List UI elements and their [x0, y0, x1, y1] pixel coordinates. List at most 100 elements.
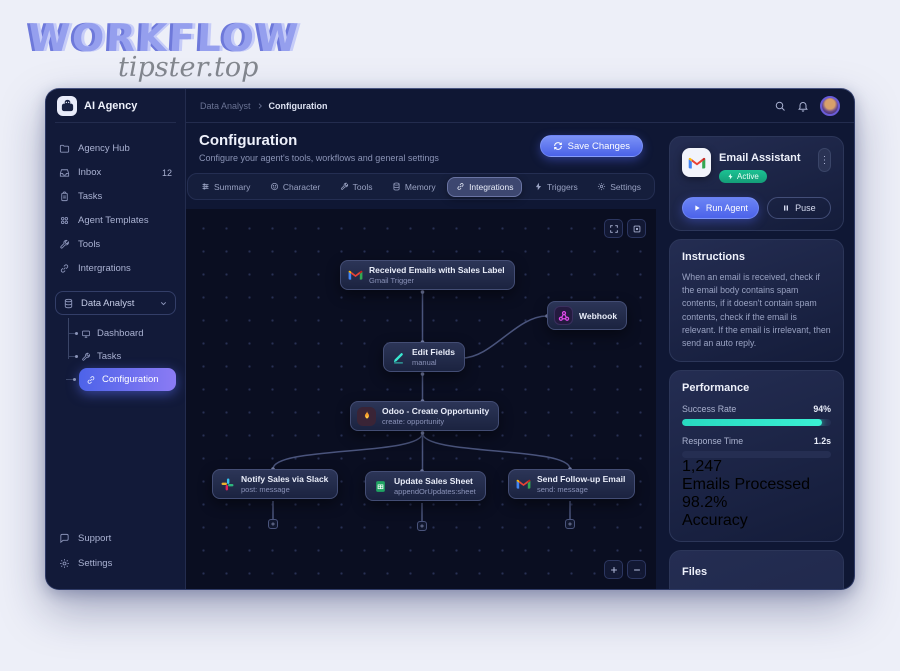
add-node-connector[interactable]: [417, 521, 427, 531]
add-node-connector[interactable]: [565, 519, 575, 529]
pause-button[interactable]: Puse: [766, 197, 831, 219]
brand-name: AI Agency: [84, 99, 138, 112]
sidebar-group-label: Data Analyst: [81, 297, 135, 309]
face-icon: [270, 182, 279, 191]
performance-title: Performance: [682, 382, 750, 395]
sidebar: AI Agency Agency Hub Inbox 12 Tasks Agen…: [46, 89, 186, 589]
sidebar-item-configuration[interactable]: Configuration: [66, 368, 176, 391]
avatar[interactable]: [820, 95, 840, 116]
fit-view-icon: [609, 224, 619, 234]
wrench-icon: [81, 352, 91, 362]
metric-success-rate: Success Rate 94%: [682, 404, 831, 427]
canvas-zoom-controls: [604, 560, 646, 579]
plus-icon: [609, 565, 619, 575]
zoom-in-button[interactable]: [604, 560, 623, 579]
pause-icon: [782, 204, 790, 212]
tab-bar: Summary Character Tools Memory: [187, 173, 655, 200]
add-node-connector[interactable]: [268, 519, 278, 529]
metric-response-time: Response Time 1.2s: [682, 436, 831, 459]
inbox-icon: [59, 167, 70, 178]
sheets-icon: [372, 478, 388, 494]
chevron-right-icon: [256, 102, 264, 110]
node-odoo-create-opportunity[interactable]: Odoo - Create Opportunity create: opportu…: [350, 401, 500, 431]
clipboard-icon: [59, 191, 70, 202]
sidebar-item-label: Tasks: [78, 191, 103, 202]
frame-icon: [632, 224, 642, 234]
bolt-icon: [534, 182, 543, 191]
sidebar-item-sub-tasks[interactable]: Tasks: [68, 345, 176, 368]
sidebar-group-data-analyst[interactable]: Data Analyst: [55, 291, 176, 315]
tree-dot: [73, 378, 76, 381]
play-icon: [693, 204, 701, 212]
link-icon: [59, 263, 70, 274]
search-icon[interactable]: [774, 100, 786, 112]
zoom-out-button[interactable]: [627, 560, 646, 579]
status-badge: Active: [719, 170, 767, 183]
plus-icon: [270, 521, 276, 527]
sidebar-subtree: Dashboard Tasks Configuration: [66, 318, 176, 391]
agent-name: Email Assistant: [719, 152, 801, 164]
monitor-icon: [81, 329, 91, 339]
edit-pen-icon: [390, 349, 406, 365]
fit-view-button[interactable]: [604, 219, 623, 238]
node-edit-fields[interactable]: Edit Fields manual: [383, 342, 465, 372]
wrench-icon: [59, 239, 70, 250]
sidebar-item-label: Agency Hub: [78, 143, 130, 154]
canvas-view-controls: [604, 219, 646, 238]
tab-memory[interactable]: Memory: [384, 178, 444, 196]
sidebar-item-label: Tools: [78, 239, 101, 250]
folder-icon: [59, 143, 70, 154]
tree-dot: [75, 332, 78, 335]
refresh-icon: [553, 141, 563, 151]
save-changes-button[interactable]: Save Changes: [539, 135, 643, 157]
node-webhook[interactable]: Webhook: [547, 301, 628, 330]
sidebar-item-agent-templates[interactable]: Agent Templates: [55, 209, 176, 232]
sidebar-item-dashboard[interactable]: Dashboard: [68, 322, 176, 345]
sidebar-item-support[interactable]: Support: [55, 527, 176, 550]
tab-triggers[interactable]: Triggers: [526, 178, 586, 196]
content-area: Data Analyst Configuration Configuration…: [186, 89, 854, 589]
sidebar-item-inbox[interactable]: Inbox 12: [55, 161, 176, 184]
tab-label: Integrations: [469, 181, 514, 192]
sidebar-item-tasks[interactable]: Tasks: [55, 185, 176, 208]
tab-tools[interactable]: Tools: [332, 178, 381, 196]
workflow-canvas[interactable]: Received Emails with Sales Label Gmail Tr…: [186, 209, 656, 589]
body-row: Configuration Configure your agent's too…: [186, 123, 854, 589]
sidebar-item-agency-hub[interactable]: Agency Hub: [55, 137, 176, 160]
kebab-menu-button[interactable]: ⋮: [818, 148, 831, 172]
sidebar-item-label: Intergrations: [78, 263, 131, 274]
wrench-icon: [340, 182, 349, 191]
files-card: Files Email.txt Training data Uploading: [669, 550, 844, 589]
chevron-down-icon: [159, 299, 168, 308]
main-column: Configuration Configure your agent's too…: [186, 123, 656, 589]
gear-icon: [59, 558, 70, 569]
inbox-count-badge: 12: [161, 167, 172, 178]
topbar-actions: [774, 95, 840, 116]
chat-icon: [59, 533, 70, 544]
bell-icon[interactable]: [797, 100, 809, 112]
tab-integrations[interactable]: Integrations: [447, 176, 523, 197]
page-head: Configuration Configure your agent's too…: [186, 132, 656, 163]
sidebar-item-settings[interactable]: Settings: [55, 552, 176, 575]
stat-emails-processed: 1,247 Emails Processed: [682, 458, 811, 494]
slack-icon: [219, 476, 235, 492]
run-agent-button[interactable]: Run Agent: [682, 197, 759, 219]
app-window: AI Agency Agency Hub Inbox 12 Tasks Agen…: [45, 88, 855, 590]
right-panel: Email Assistant Active ⋮ Run Agent: [669, 123, 854, 589]
save-button-label: Save Changes: [567, 140, 630, 152]
node-send-followup-email[interactable]: Send Follow-up Email send: message: [508, 469, 636, 499]
breadcrumb-parent[interactable]: Data Analyst: [200, 100, 251, 111]
sidebar-item-integrations[interactable]: Intergrations: [55, 257, 176, 280]
tab-character[interactable]: Character: [262, 178, 328, 196]
sidebar-item-tools[interactable]: Tools: [55, 233, 176, 256]
focus-frame-button[interactable]: [627, 219, 646, 238]
tab-summary[interactable]: Summary: [193, 178, 258, 196]
node-update-sheet[interactable]: Update Sales Sheet appendOrUpdates:sheet: [365, 471, 486, 501]
tab-label: Settings: [610, 181, 641, 192]
node-notify-slack[interactable]: Notify Sales via Slack post: message: [212, 469, 339, 499]
sliders-icon: [201, 182, 210, 191]
tab-settings[interactable]: Settings: [589, 178, 649, 196]
upload-icon: [682, 580, 854, 589]
node-gmail-trigger[interactable]: Received Emails with Sales Label Gmail Tr…: [340, 260, 515, 290]
gmail-icon: [347, 267, 363, 283]
